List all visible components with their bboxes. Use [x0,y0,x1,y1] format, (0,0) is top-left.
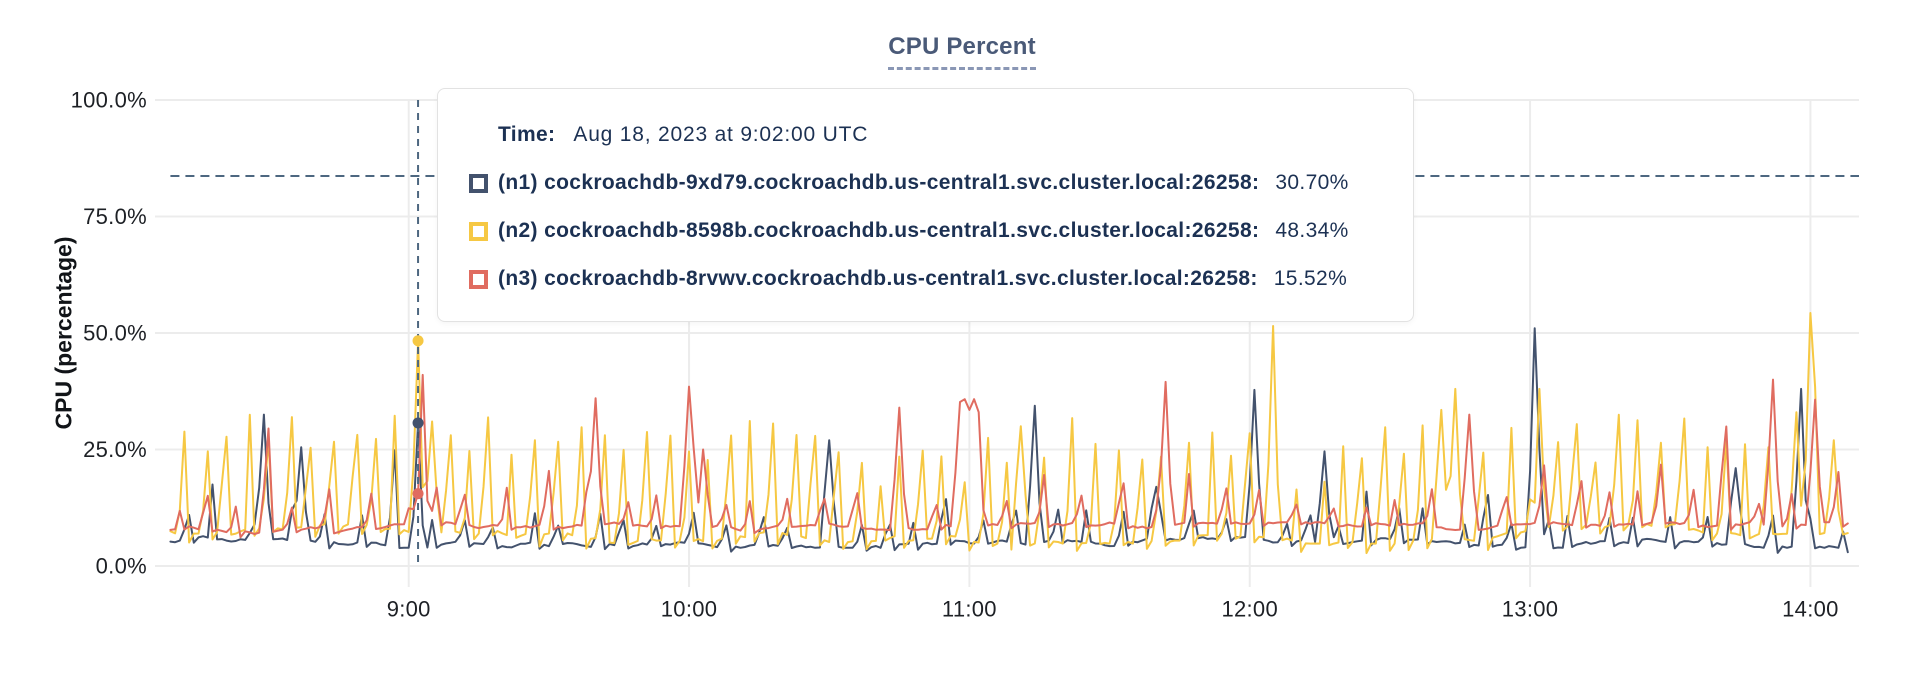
y-axis-title: CPU (percentage) [50,236,77,430]
tooltip-series-value-n3: 15.52% [1273,267,1348,290]
x-tick-label: 14:00 [1782,597,1839,622]
x-tick-label: 13:00 [1502,597,1559,622]
hover-dot-n2 [412,335,424,347]
x-grid: 9:00 10:00 11:00 12:00 13:00 14:00 [387,100,1839,622]
y-tick-label: 75.0% [83,204,147,229]
series-swatch-n1-icon [469,173,488,193]
x-tick-label: 10:00 [661,597,718,622]
x-tick-label: 12:00 [1221,597,1278,622]
y-tick-label: 100.0% [71,88,147,113]
tooltip-time-row: Time: Aug 18, 2023 at 9:02:00 UTC [469,122,1413,148]
tooltip-time-label: Time: [498,123,556,146]
x-tick-label: 9:00 [387,597,431,622]
tooltip-time-value: Aug 18, 2023 at 9:02:00 UTC [573,123,869,146]
tooltip-series-row-n1: (n1) cockroachdb-9xd79.cockroachdb.us-ce… [469,170,1413,196]
x-tick-label: 11:00 [942,597,997,622]
series-swatch-n2-icon [469,221,488,241]
tooltip-series-label-n1: (n1) cockroachdb-9xd79.cockroachdb.us-ce… [498,171,1260,194]
tooltip-series-value-n1: 30.70% [1275,171,1349,194]
chart-title[interactable]: CPU Percent [888,33,1036,70]
y-tick-label: 0.0% [96,554,147,579]
tooltip-series-row-n2: (n2) cockroachdb-8598b.cockroachdb.us-ce… [469,218,1413,244]
hover-tooltip: Time: Aug 18, 2023 at 9:02:00 UTC (n1) c… [437,88,1414,322]
tooltip-series-label-n2: (n2) cockroachdb-8598b.cockroachdb.us-ce… [498,219,1260,242]
tooltip-series-row-n3: (n3) cockroachdb-8rvwv.cockroachdb.us-ce… [469,266,1413,292]
y-tick-label: 25.0% [83,437,147,462]
hover-dot-n3 [412,488,424,500]
tooltip-series-label-n3: (n3) cockroachdb-8rvwv.cockroachdb.us-ce… [498,267,1258,290]
chart-title-wrap: CPU Percent [0,33,1924,70]
hover-dot-n1 [412,417,424,429]
series-line-n3 [169,373,1849,539]
y-tick-label: 50.0% [83,321,147,346]
series-line-n2 [169,312,1849,555]
tooltip-series-value-n2: 48.34% [1275,219,1349,242]
series-swatch-n3-icon [469,269,488,289]
